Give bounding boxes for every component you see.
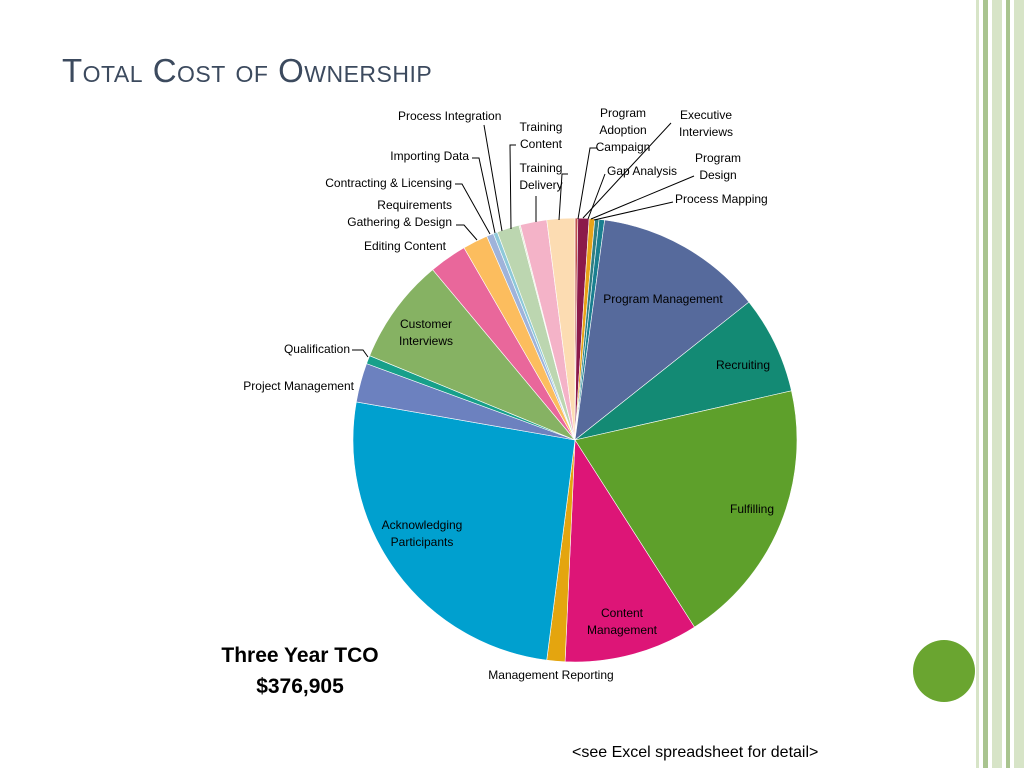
pie-slice-program-management — [574, 219, 750, 441]
pie-slice-program-adoption-campaign — [546, 217, 576, 441]
slice-label-qualification: Qualification — [284, 342, 350, 356]
side-bar-stripe — [992, 0, 1002, 768]
leader-line — [587, 173, 606, 220]
leader-line — [456, 224, 478, 241]
slice-label-process-integration: Process Integration — [398, 109, 501, 123]
slice-label-program-adoption-campaign: Program Adoption Campaign — [596, 106, 651, 154]
slice-label-customer-interviews: Customer Interviews — [399, 317, 453, 348]
spreadsheet-footnote: <see Excel spreadsheet for detail> — [572, 744, 819, 761]
slice-label-training-delivery: Training Delivery — [519, 161, 562, 192]
slice-label-management-reporting: Management Reporting — [488, 668, 613, 682]
pie-slice-content-management — [564, 439, 695, 663]
slice-label-importing-data: Importing Data — [390, 149, 469, 163]
pie-slice-customer-interviews — [369, 269, 576, 441]
slice-label-content-management: Content Management — [587, 606, 658, 637]
tco-amount: $376,905 — [256, 675, 344, 698]
slice-labels: Program Adoption Campaign Executive Intervie… — [243, 106, 774, 682]
slice-label-gap-analysis: Gap Analysis — [607, 164, 677, 178]
leader-line — [577, 147, 597, 220]
slice-label-recruiting: Recruiting — [716, 358, 770, 372]
tco-summary: Three Year TCO $376,905 — [190, 640, 410, 702]
pie-slice-fulfilling — [574, 390, 798, 628]
slice-label-program-design: Program Design — [695, 151, 741, 182]
decorative-side-bars — [976, 0, 1024, 768]
slice-label-training-content: Training Content — [520, 120, 563, 151]
side-bar-stripe — [1014, 0, 1024, 768]
pie-slices — [352, 217, 798, 663]
slice-label-process-mapping: Process Mapping — [675, 192, 768, 206]
side-bar-stripe — [1006, 0, 1010, 768]
leader-line — [483, 124, 503, 232]
slice-label-program-management: Program Management — [603, 292, 723, 306]
leader-line — [352, 349, 369, 358]
slide-title: Total Cost of Ownership — [62, 52, 433, 89]
leader-line — [593, 201, 674, 221]
slice-label-fulfilling: Fulfilling — [730, 502, 774, 516]
slice-label-project-management: Project Management — [243, 379, 354, 393]
tco-heading: Three Year TCO — [221, 644, 379, 667]
leader-line — [455, 183, 491, 235]
side-bar-stripe — [983, 0, 988, 768]
leader-line — [472, 157, 496, 234]
leader-line — [582, 122, 672, 219]
decorative-green-circle — [913, 640, 975, 702]
leader-line — [558, 173, 568, 221]
slice-label-acknowledging-participants: Acknowledging Participants — [382, 518, 463, 549]
label-leader-lines — [352, 122, 695, 358]
side-bar-stripe — [976, 0, 979, 768]
leader-line — [509, 144, 516, 230]
slice-label-editing-content: Editing Content — [364, 239, 447, 253]
leader-line — [590, 175, 695, 220]
slice-label-executive-interviews: Executive Interviews — [679, 108, 733, 139]
slice-label-contracting-and-licensing: Contracting & Licensing — [325, 176, 452, 190]
slice-label-requirements-gathering-and-design: Requirements Gathering & Design — [347, 198, 452, 229]
pie-chart: Program Adoption Campaign Executive Intervie… — [243, 106, 798, 682]
pie-slice-acknowledging-participants — [352, 401, 576, 661]
